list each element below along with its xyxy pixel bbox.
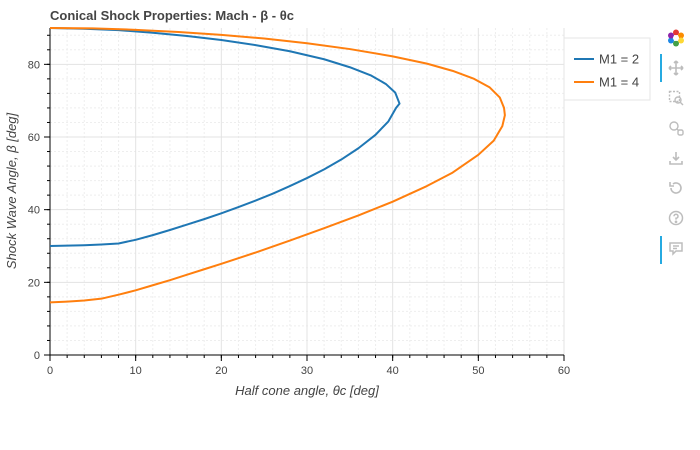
- series-layer: [49, 27, 506, 304]
- legend-label: M1 = 4: [599, 75, 639, 90]
- y-tick-label: 0: [34, 350, 40, 362]
- grid: [49, 28, 565, 356]
- legend: M1 = 2 M1 = 4: [563, 37, 651, 101]
- pan-icon[interactable]: [666, 58, 686, 78]
- save-icon[interactable]: [666, 148, 686, 168]
- box-zoom-icon[interactable]: [666, 88, 686, 108]
- reset-icon[interactable]: [666, 178, 686, 198]
- x-tick-label: 30: [301, 365, 313, 377]
- x-tick-label: 10: [130, 365, 142, 377]
- chart-title: Conical Shock Properties: Mach - β - θc: [50, 8, 294, 23]
- x-tick-label: 50: [472, 365, 484, 377]
- y-tick-label: 20: [28, 277, 40, 289]
- y-tick-label: 80: [28, 59, 40, 71]
- hover-icon[interactable]: [666, 238, 686, 258]
- y-axis-label: Shock Wave Angle, β [deg]: [4, 112, 19, 269]
- x-tick-label: 40: [387, 365, 399, 377]
- wheel-zoom-icon[interactable]: [666, 118, 686, 138]
- toolbar: [660, 26, 692, 276]
- legend-label: M1 = 2: [599, 52, 639, 67]
- x-tick-label: 60: [558, 365, 570, 377]
- y-tick-label: 60: [28, 132, 40, 144]
- help-icon[interactable]: [666, 208, 686, 228]
- series-line: [49, 27, 401, 247]
- axes: 0 10 20 30 40 50 60 0 20 40 60 80: [28, 28, 570, 377]
- series-line: [49, 27, 506, 304]
- y-tick-label: 40: [28, 205, 40, 217]
- x-axis-label: Half cone angle, θc [deg]: [235, 383, 379, 398]
- bokeh-logo-icon[interactable]: [666, 28, 686, 48]
- legend-box: [563, 37, 651, 101]
- active-tool-indicator: [660, 236, 662, 264]
- x-tick-label: 20: [215, 365, 227, 377]
- active-tool-indicator: [660, 54, 662, 82]
- x-tick-label: 0: [47, 365, 53, 377]
